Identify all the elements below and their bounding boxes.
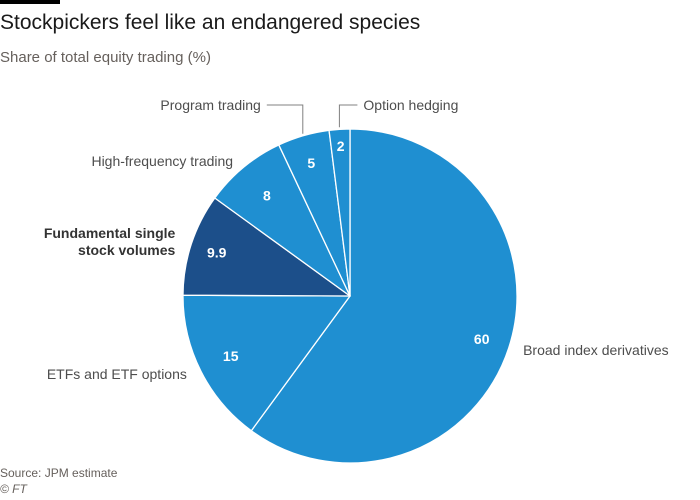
value-label-fundamental-single-stock-volumes: 9.9 <box>207 244 227 260</box>
category-label-line: stock volumes <box>78 242 175 258</box>
category-label-program-trading: Program trading <box>160 97 260 113</box>
chart-title: Stockpickers feel like an endangered spe… <box>0 11 421 34</box>
value-label-etfs-and-etf-options: 15 <box>223 348 239 364</box>
slice-fundamental-single-stock-volumes <box>182 197 351 297</box>
value-label-program-trading: 5 <box>307 155 315 171</box>
category-label-fundamental-single-stock-volumes: Fundamental single stock volumes <box>44 225 176 258</box>
category-label-line: High-frequency trading <box>91 153 233 169</box>
value-label-broad-index-derivatives: 60 <box>474 331 490 347</box>
chart-subtitle: Share of total equity trading (%) <box>0 49 211 66</box>
category-label-broad-index-derivatives: Broad index derivatives <box>523 342 669 358</box>
title-rule <box>0 0 60 4</box>
source-note: Source: JPM estimate <box>0 466 118 480</box>
category-label-line: Broad index derivatives <box>523 342 669 358</box>
slice-etfs-and-etf-options <box>182 294 351 432</box>
value-label-option-hedging: 2 <box>337 138 345 154</box>
value-label-high-frequency-trading: 8 <box>263 188 271 204</box>
category-label-high-frequency-trading: High-frequency trading <box>91 153 233 169</box>
slice-broad-index-derivatives <box>250 128 518 464</box>
category-label-line: ETFs and ETF options <box>47 366 187 382</box>
leader-line-program-trading <box>266 104 304 134</box>
category-label-option-hedging: Option hedging <box>363 97 458 113</box>
slice-option-hedging <box>328 128 351 297</box>
category-label-line: Fundamental single <box>44 225 176 241</box>
leader-line-option-hedging <box>338 104 358 128</box>
category-label-etfs-and-etf-options: ETFs and ETF options <box>47 366 187 382</box>
copyright-credit: © FT <box>0 482 27 496</box>
